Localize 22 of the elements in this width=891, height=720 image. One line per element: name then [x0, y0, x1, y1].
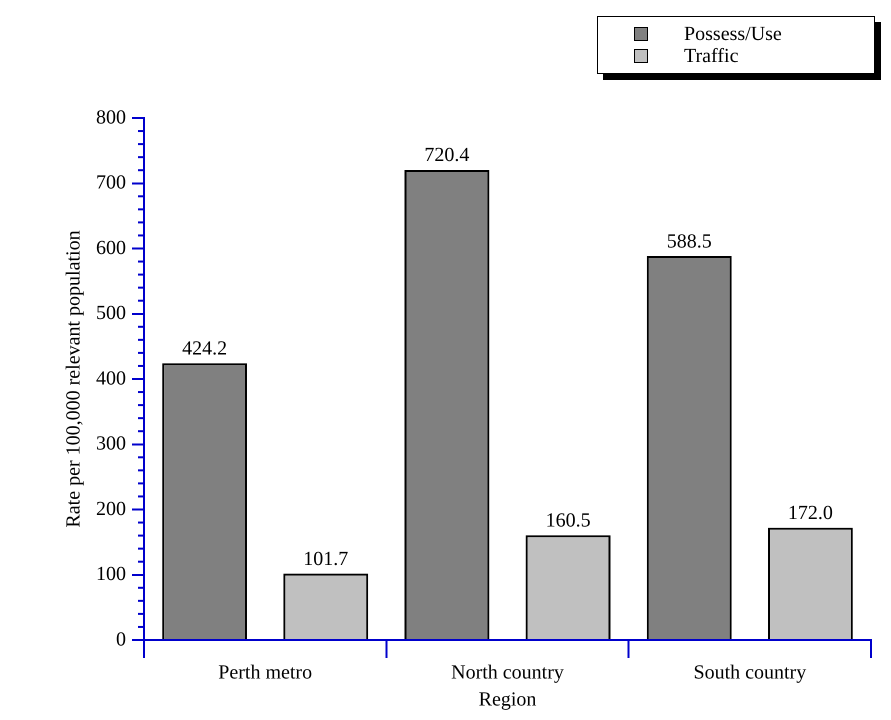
y-tick-label: 400 — [96, 367, 126, 390]
y-tick-label: 600 — [96, 236, 126, 259]
x-tick-label: North country — [451, 661, 564, 684]
y-tick-label: 200 — [96, 498, 126, 520]
y-tick-label: 300 — [96, 432, 126, 454]
legend-label: Traffic — [684, 45, 738, 67]
x-tick-label: Perth metro — [218, 661, 312, 684]
data-label: 588.5 — [666, 230, 712, 252]
x-tick-label: South country — [693, 661, 806, 684]
y-tick-label: 700 — [96, 172, 126, 194]
y-tick-label: 100 — [96, 563, 126, 585]
legend-label: Possess/Use — [684, 23, 782, 45]
y-axis-title: Rate per 100,000 relevant population — [62, 230, 84, 528]
data-label: 101.7 — [303, 548, 348, 570]
y-tick-label: 800 — [96, 106, 126, 128]
data-label: 424.2 — [182, 337, 228, 360]
data-label: 172.0 — [788, 502, 833, 524]
x-axis-title: Region — [478, 688, 536, 710]
y-tick-label: 0 — [116, 628, 126, 650]
data-label: 160.5 — [546, 510, 591, 532]
y-tick-label: 500 — [96, 302, 126, 324]
data-label: 720.4 — [424, 144, 470, 166]
